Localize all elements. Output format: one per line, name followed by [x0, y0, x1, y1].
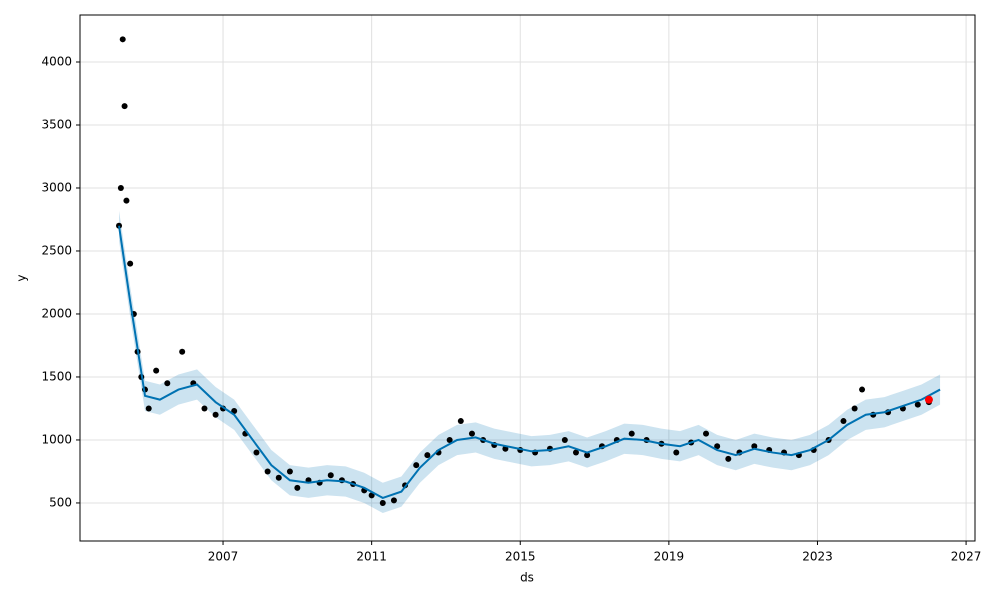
highlight-point — [924, 395, 933, 404]
observed-point — [264, 468, 271, 475]
observed-point — [446, 436, 453, 443]
observed-point — [119, 36, 126, 43]
plot-frame — [79, 14, 976, 542]
observed-point — [628, 430, 635, 437]
observed-point — [121, 103, 128, 110]
observed-point — [413, 462, 420, 469]
observed-point — [859, 386, 866, 393]
x-tick-label: 2015 — [505, 550, 536, 564]
y-tick-label: 2500 — [41, 243, 72, 257]
x-tick-label: 2027 — [951, 550, 982, 564]
y-tick-label: 3000 — [41, 180, 72, 194]
observed-point — [390, 497, 397, 504]
observed-point — [212, 411, 219, 418]
observed-point — [840, 418, 847, 425]
observed-point — [117, 184, 124, 191]
observed-point — [164, 380, 171, 387]
x-tick-label: 2011 — [356, 550, 387, 564]
observed-point — [368, 492, 375, 499]
observed-point — [468, 430, 475, 437]
y-tick-label: 1000 — [41, 432, 72, 446]
uncertainty-band — [119, 210, 941, 514]
observed-point — [673, 449, 680, 456]
observed-point — [327, 472, 334, 479]
observed-point — [294, 484, 301, 491]
observed-point — [714, 443, 721, 450]
observed-point — [127, 260, 134, 267]
y-tick-label: 3500 — [41, 117, 72, 131]
observed-point — [751, 443, 758, 450]
observed-point — [725, 455, 732, 462]
observed-point — [914, 401, 921, 408]
observed-point — [572, 449, 579, 456]
y-tick-label: 4000 — [41, 54, 72, 68]
observed-point — [379, 499, 386, 506]
observed-point — [286, 468, 293, 475]
y-axis-label: y — [15, 274, 29, 281]
observed-point — [231, 407, 238, 414]
x-tick-label: 2023 — [802, 550, 833, 564]
y-tick-label: 500 — [49, 495, 72, 509]
x-tick-label: 2007 — [208, 550, 239, 564]
forecast-line — [118, 225, 941, 499]
observed-point — [253, 449, 260, 456]
observed-point — [145, 405, 152, 412]
observed-point — [703, 430, 710, 437]
observed-point — [424, 452, 431, 459]
observed-point — [201, 405, 208, 412]
observed-point — [153, 367, 160, 374]
x-tick-label: 2019 — [654, 550, 685, 564]
x-axis-label: ds — [520, 571, 534, 585]
y-tick-label: 2000 — [41, 306, 72, 320]
observed-point — [561, 436, 568, 443]
y-tick-label: 1500 — [41, 369, 72, 383]
observed-point — [275, 474, 282, 481]
observed-point — [851, 405, 858, 412]
observed-point — [123, 197, 130, 204]
observed-point — [179, 348, 186, 355]
observed-point — [584, 452, 591, 459]
observed-point — [457, 418, 464, 425]
